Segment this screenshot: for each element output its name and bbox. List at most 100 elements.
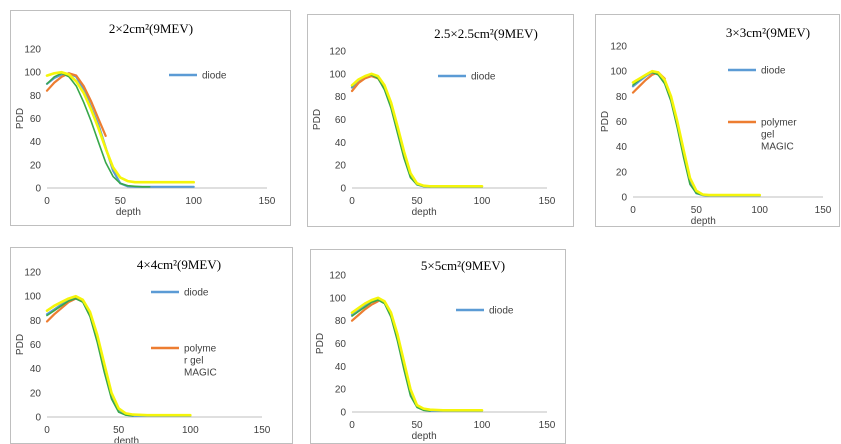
series-line-green <box>351 74 431 188</box>
y-tick-label: 40 <box>335 362 347 373</box>
x-tick-label: 100 <box>185 196 202 207</box>
chart-title: 3×3cm²(9MEV) <box>726 25 810 40</box>
x-tick-label: 100 <box>474 420 491 431</box>
series-line-diode <box>45 296 192 417</box>
x-axis-label: depth <box>412 207 437 218</box>
x-tick-label: 50 <box>411 420 423 431</box>
y-tick-label: 60 <box>616 117 628 128</box>
x-tick-label: 50 <box>115 196 127 207</box>
x-tick-label: 100 <box>474 196 491 207</box>
x-axis-label: depth <box>116 207 141 218</box>
y-tick-label: 0 <box>340 184 346 195</box>
y-tick-label: 40 <box>616 142 628 153</box>
x-axis-label: depth <box>114 436 139 444</box>
x-tick-label: 100 <box>182 425 199 436</box>
y-tick-label: 100 <box>610 67 627 78</box>
legend-label: r gel <box>184 356 203 367</box>
y-tick-label: 120 <box>610 42 627 53</box>
legend-label: MAGIC <box>184 368 217 379</box>
series-line-yellow <box>350 72 484 188</box>
x-tick-label: 0 <box>349 420 355 431</box>
y-axis-label: PDD <box>312 109 323 130</box>
y-tick-label: 80 <box>335 92 347 103</box>
chart-svg: 2.5×2.5cm²(9MEV) 0 20 40 60 80 100 120 0 50 100 150… <box>312 26 556 218</box>
series-line-diode <box>350 297 484 412</box>
series-line-yellow <box>631 69 761 197</box>
legend-label: polymer <box>761 118 797 129</box>
y-tick-label: 40 <box>30 364 42 375</box>
y-tick-label: 120 <box>24 268 41 279</box>
legend-label: polyme <box>184 344 217 355</box>
series-line-diode <box>45 72 195 188</box>
x-tick-label: 150 <box>259 196 276 207</box>
x-tick-label: 0 <box>630 205 636 216</box>
y-tick-label: 80 <box>616 92 628 103</box>
y-tick-label: 20 <box>30 388 42 399</box>
x-tick-label: 150 <box>815 205 832 216</box>
legend-label: diode <box>184 288 209 299</box>
legend-label: diode <box>471 72 496 83</box>
chart-svg: 5×5cm²(9MEV) 0 20 40 60 80 100 120 0 50 100 150 dept… <box>315 258 556 442</box>
x-tick-label: 150 <box>539 420 556 431</box>
y-tick-label: 60 <box>335 339 347 350</box>
series-line-green <box>46 297 134 417</box>
x-tick-label: 0 <box>44 425 50 436</box>
series-line-yellow <box>45 70 195 184</box>
y-tick-label: 20 <box>335 161 347 172</box>
y-tick-label: 80 <box>335 316 347 327</box>
y-tick-label: 100 <box>329 293 346 304</box>
chart-panel-2x2: 2×2cm²(9MEV) 0 20 40 60 80 100 120 0 50 100 150 dept… <box>10 10 291 226</box>
legend-label: gel <box>761 130 774 141</box>
series-line-polymer_gel <box>45 72 107 138</box>
chart-svg: 2×2cm²(9MEV) 0 20 40 60 80 100 120 0 50 100 150 dept… <box>15 21 276 218</box>
y-tick-label: 100 <box>329 69 346 80</box>
y-tick-label: 80 <box>30 91 42 102</box>
legend-label: diode <box>761 66 786 77</box>
y-tick-label: 60 <box>30 340 42 351</box>
y-tick-label: 40 <box>335 138 347 149</box>
series-line-polymer_gel <box>350 300 380 322</box>
y-tick-label: 60 <box>30 114 42 125</box>
y-axis-label: PDD <box>15 108 26 129</box>
chart-title: 2×2cm²(9MEV) <box>109 21 193 36</box>
y-axis-label: PDD <box>600 111 611 132</box>
y-tick-label: 0 <box>35 184 41 195</box>
chart-panel-5x5: 5×5cm²(9MEV) 0 20 40 60 80 100 120 0 50 100 150 dept… <box>310 249 566 444</box>
series-line-diode <box>350 73 484 188</box>
chart-panel-3x3: 3×3cm²(9MEV) 0 20 40 60 80 100 120 0 50 100 150 dept… <box>595 14 840 227</box>
x-tick-label: 0 <box>349 196 355 207</box>
chart-title: 4×4cm²(9MEV) <box>137 257 221 272</box>
chart-panel-2-5x2-5: 2.5×2.5cm²(9MEV) 0 20 40 60 80 100 120 0 50 100 150… <box>307 14 574 227</box>
x-tick-label: 50 <box>691 205 703 216</box>
y-tick-label: 0 <box>340 408 346 419</box>
series-line-yellow <box>350 296 484 412</box>
legend-label: diode <box>489 306 514 317</box>
series-line-green <box>632 71 710 197</box>
series-line-green <box>46 72 151 188</box>
y-tick-label: 20 <box>616 167 628 178</box>
y-tick-label: 0 <box>35 413 41 424</box>
x-tick-label: 0 <box>44 196 50 207</box>
series-line-yellow <box>45 294 192 417</box>
chart-svg: 4×4cm²(9MEV) 0 20 40 60 80 100 120 0 50 100 150 dept… <box>15 257 271 444</box>
y-tick-label: 120 <box>329 271 346 282</box>
y-tick-label: 120 <box>24 45 41 56</box>
y-tick-label: 40 <box>30 137 42 148</box>
x-axis-label: depth <box>691 216 716 227</box>
y-axis-label: PDD <box>315 333 326 354</box>
x-tick-label: 150 <box>254 425 271 436</box>
chart-svg: 3×3cm²(9MEV) 0 20 40 60 80 100 120 0 50 100 150 dept… <box>600 25 832 227</box>
x-tick-label: 50 <box>113 425 125 436</box>
y-tick-label: 120 <box>329 47 346 58</box>
y-tick-label: 20 <box>335 385 347 396</box>
y-tick-label: 60 <box>335 115 347 126</box>
chart-title: 5×5cm²(9MEV) <box>421 258 505 273</box>
y-tick-label: 80 <box>30 316 42 327</box>
y-axis-label: PDD <box>15 334 26 355</box>
x-tick-label: 50 <box>411 196 423 207</box>
chart-panel-4x4: 4×4cm²(9MEV) 0 20 40 60 80 100 120 0 50 100 150 dept… <box>10 247 293 444</box>
y-tick-label: 0 <box>621 193 627 204</box>
series-line-diode <box>631 71 761 197</box>
x-tick-label: 150 <box>539 196 556 207</box>
y-tick-label: 20 <box>30 160 42 171</box>
